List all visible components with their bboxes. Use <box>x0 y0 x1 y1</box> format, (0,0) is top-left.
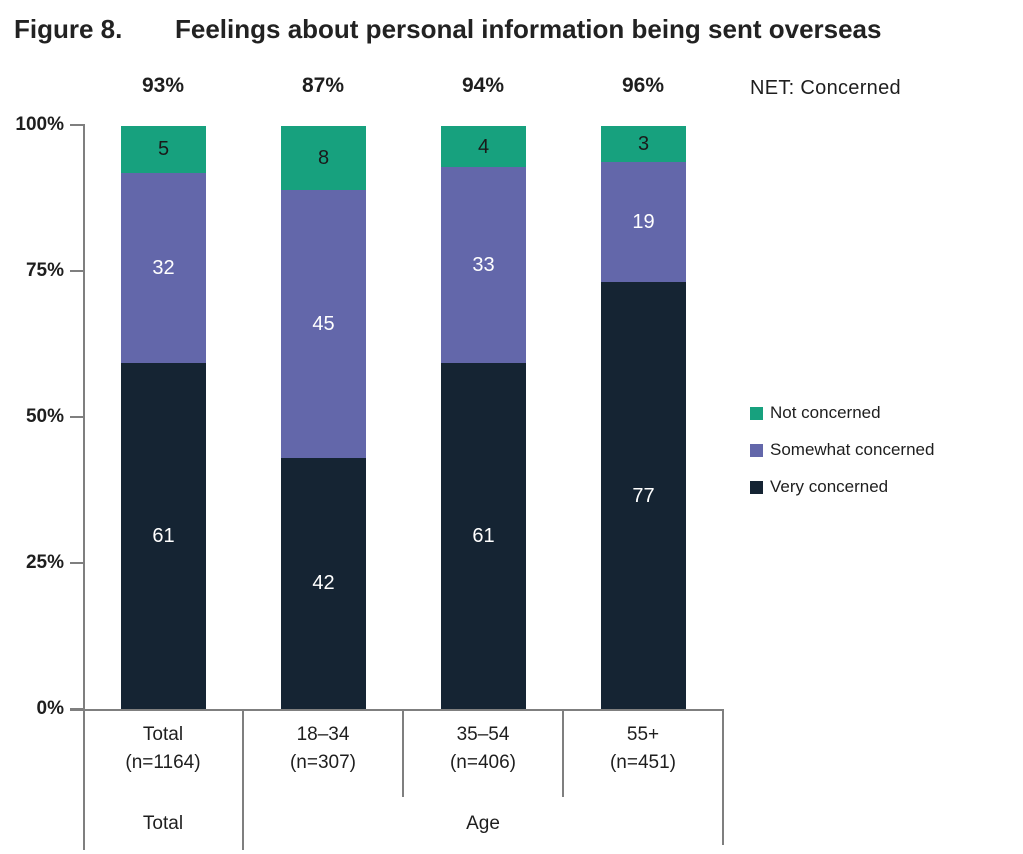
legend-item-very-concerned: Very concerned <box>750 477 888 497</box>
y-tick-label-25: 25% <box>25 552 64 573</box>
y-tick-50 <box>70 416 83 418</box>
legend-label: Not concerned <box>770 403 881 422</box>
legend-swatch-very-concerned <box>750 480 763 494</box>
segment-value-label: 3 <box>637 132 650 155</box>
segment-value-label: 4 <box>477 135 490 158</box>
segment-not-concerned: 8 <box>281 126 366 191</box>
figure-title-row: Figure 8. Feelings about personal informa… <box>14 14 881 45</box>
y-axis-line <box>83 124 85 850</box>
category-name: 55+ <box>626 724 660 745</box>
category-n: (n=1164) <box>125 752 201 773</box>
segment-value-label: 61 <box>152 525 175 548</box>
net-value-18-34: 87% <box>301 74 345 97</box>
net-value-35-54: 94% <box>461 74 505 97</box>
category-n: (n=406) <box>449 752 517 773</box>
table-divider-total-age <box>242 709 244 850</box>
figure-number-label: Figure 8. <box>14 14 123 44</box>
y-tick-label-100: 100% <box>15 114 64 135</box>
segment-somewhat-concerned: 33 <box>441 167 526 364</box>
segment-somewhat-concerned: 45 <box>281 190 366 458</box>
segment-very-concerned: 77 <box>601 282 686 709</box>
stacked-bar-3: 4 33 61 <box>441 126 526 709</box>
y-tick-75 <box>70 270 83 272</box>
category-name: Total <box>142 724 184 745</box>
net-value-total: 93% <box>141 74 185 97</box>
segment-somewhat-concerned: 32 <box>121 172 206 364</box>
segment-value-label: 32 <box>152 257 175 280</box>
table-divider-1834-3554 <box>402 709 404 797</box>
segment-value-label: 42 <box>312 572 335 595</box>
legend-item-somewhat-concerned: Somewhat concerned <box>750 440 934 460</box>
segment-not-concerned: 4 <box>441 126 526 168</box>
legend-swatch-not-concerned <box>750 406 763 420</box>
segment-value-label: 5 <box>157 138 170 161</box>
segment-very-concerned: 42 <box>281 457 366 709</box>
y-tick-label-50: 50% <box>25 406 64 427</box>
stacked-bar-1: 5 32 61 <box>121 126 206 710</box>
segment-very-concerned: 61 <box>441 363 526 709</box>
segment-value-label: 61 <box>472 525 495 548</box>
figure-title: Feelings about personal information bein… <box>175 14 882 44</box>
category-label-18-34: 18–34 (n=307) <box>243 721 403 777</box>
legend-label: Very concerned <box>770 477 889 496</box>
category-name: 18–34 <box>296 724 350 745</box>
segment-value-label: 19 <box>632 211 655 234</box>
net-concerned-caption: NET: Concerned <box>750 77 901 99</box>
stacked-bar-4: 3 19 77 <box>601 126 686 709</box>
segment-value-label: 45 <box>312 312 335 335</box>
segment-somewhat-concerned: 19 <box>601 161 686 283</box>
segment-very-concerned: 61 <box>121 363 206 710</box>
group-label-total: Total <box>142 813 184 834</box>
segment-not-concerned: 3 <box>601 126 686 162</box>
category-n: (n=307) <box>289 752 357 773</box>
segment-value-label: 33 <box>472 254 495 277</box>
y-tick-label-0: 0% <box>36 698 64 719</box>
segment-not-concerned: 5 <box>121 126 206 173</box>
segment-value-label: 8 <box>317 147 330 170</box>
table-right-border <box>722 709 724 845</box>
category-label-35-54: 35–54 (n=406) <box>403 721 563 777</box>
legend-label: Somewhat concerned <box>770 440 935 459</box>
category-label-total: Total (n=1164) <box>83 721 243 777</box>
category-name: 35–54 <box>456 724 510 745</box>
category-n: (n=451) <box>609 752 677 773</box>
table-divider-3554-55 <box>562 709 564 797</box>
group-label-age: Age <box>466 813 500 834</box>
legend-swatch-somewhat-concerned <box>750 443 763 457</box>
net-value-55plus: 96% <box>621 74 665 97</box>
stacked-bar-2: 8 45 42 <box>281 126 366 709</box>
x-axis-line <box>70 709 724 711</box>
y-tick-25 <box>70 562 83 564</box>
y-tick-label-75: 75% <box>25 260 64 281</box>
category-label-55plus: 55+ (n=451) <box>563 721 723 777</box>
legend-item-not-concerned: Not concerned <box>750 403 881 423</box>
segment-value-label: 77 <box>632 484 655 507</box>
y-tick-100 <box>70 124 83 126</box>
